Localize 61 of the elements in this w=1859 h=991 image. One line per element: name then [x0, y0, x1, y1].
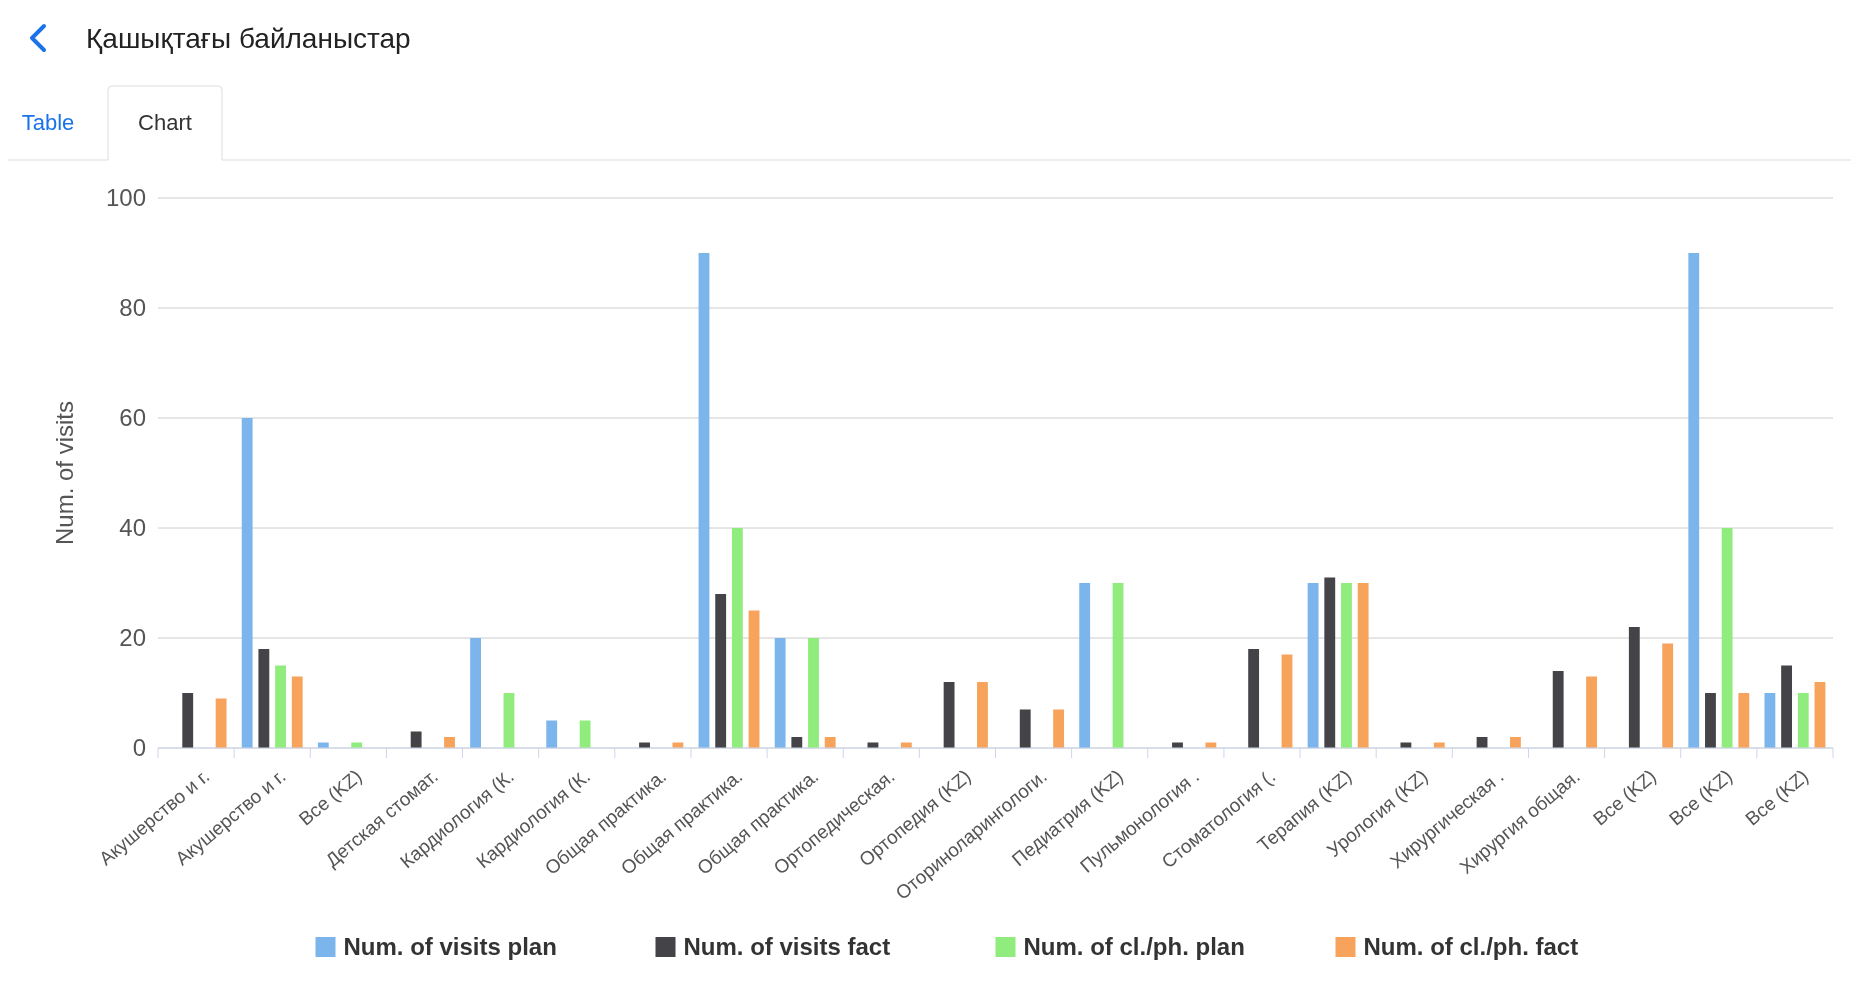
bar [1307, 583, 1319, 748]
bar [698, 253, 710, 748]
bar [715, 594, 727, 748]
legend-label: Num. of visits plan [343, 933, 557, 960]
bar [1814, 682, 1826, 748]
y-tick-label: 0 [132, 734, 146, 761]
bar [791, 737, 803, 748]
y-tick-label: 100 [105, 184, 146, 211]
bar [1738, 693, 1750, 748]
bar [1357, 583, 1369, 748]
bar [1662, 643, 1674, 748]
bar [824, 737, 836, 748]
bar [215, 698, 227, 748]
bar [943, 682, 955, 748]
x-tick-label: Все (KZ) [294, 765, 366, 830]
bar [1112, 583, 1124, 748]
y-axis-title: Num. of visits [51, 400, 78, 546]
bar [258, 649, 270, 748]
bar [1248, 649, 1260, 748]
y-tick-label: 20 [119, 624, 146, 651]
bar [1552, 671, 1564, 748]
bar [444, 737, 455, 748]
bar [1281, 654, 1293, 748]
bar [1079, 583, 1091, 748]
bar [546, 720, 558, 748]
bar [1797, 693, 1809, 748]
bar [1628, 627, 1640, 748]
y-tick-label: 80 [119, 294, 146, 321]
bar [470, 638, 482, 748]
bar [1781, 665, 1793, 748]
y-tick-label: 40 [119, 514, 146, 541]
bar [579, 720, 591, 748]
bar [1341, 583, 1352, 748]
bar [808, 638, 819, 748]
bar [182, 693, 194, 748]
text: Chart [138, 110, 192, 135]
bar [1764, 693, 1776, 748]
bar [291, 676, 303, 748]
x-tick-label: Все (KZ) [1589, 765, 1660, 830]
y-tick-label: 60 [119, 404, 146, 431]
bar [241, 418, 253, 748]
bar [731, 528, 743, 748]
bar [1053, 709, 1065, 748]
bar [1019, 709, 1031, 748]
bar [748, 610, 760, 748]
bar [774, 638, 786, 748]
bar [503, 693, 515, 748]
bar [1324, 577, 1336, 748]
bar [977, 682, 988, 748]
legend-label: Num. of cl./ph. plan [1023, 933, 1245, 960]
bar [1509, 737, 1521, 748]
bar [1721, 528, 1733, 748]
legend-label: Num. of cl./ph. fact [1363, 933, 1579, 960]
bar [1705, 693, 1716, 748]
bar [275, 665, 286, 748]
bar [410, 731, 422, 748]
text: Table [21, 110, 75, 135]
bar [1688, 253, 1700, 748]
legend-label: Num. of visits fact [683, 933, 891, 960]
chart-title: Қашықтағы байланыстар [86, 23, 411, 54]
bar [1586, 676, 1597, 748]
